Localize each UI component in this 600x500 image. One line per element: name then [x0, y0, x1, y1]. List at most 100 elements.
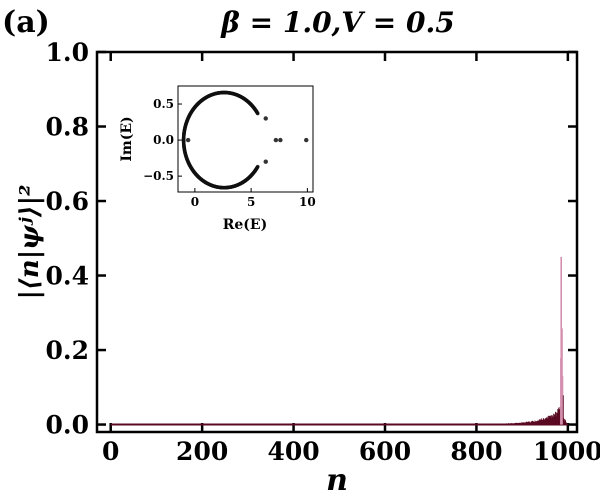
amplitude-bar: [510, 423, 512, 425]
y-tick-label: 0.4: [46, 262, 90, 291]
spectrum-point-isolated: [263, 116, 268, 121]
amplitude-bar: [546, 417, 548, 425]
amplitude-bar: [533, 421, 535, 425]
inset-y-tick-label: −0.5: [143, 169, 174, 183]
amplitude-bar: [547, 418, 549, 425]
amplitude-bar: [537, 419, 539, 425]
amplitude-bar: [541, 419, 543, 425]
amplitude-bar: [533, 422, 535, 425]
amplitude-bar: [545, 417, 547, 425]
inset-x-axis-label: Re(E): [223, 217, 267, 233]
amplitude-bar: [518, 423, 520, 425]
amplitude-bar: [536, 421, 538, 425]
amplitude-bar: [548, 415, 550, 425]
amplitude-bar: [526, 422, 528, 425]
main-y-ticks: 0.0 0.2 0.4 0.6 0.8 1.0: [46, 38, 577, 440]
amplitude-bar: [513, 423, 514, 425]
amplitude-bar: [517, 423, 519, 425]
amplitude-bar: [528, 422, 529, 425]
amplitude-bar: [552, 416, 554, 425]
amplitude-bar: [554, 416, 556, 425]
main-plot-frame: [95, 50, 579, 434]
amplitude-bar: [562, 375, 564, 425]
amplitude-bar: [527, 422, 529, 425]
amplitude-bar: [546, 417, 548, 425]
amplitude-bar: [513, 423, 515, 425]
amplitude-bar: [508, 423, 510, 425]
amplitude-bar: [511, 423, 513, 425]
amplitude-bar: [496, 424, 498, 425]
chart-title: β = 1.0,V = 0.5: [220, 6, 454, 39]
amplitude-bar: [520, 422, 522, 425]
amplitude-bar: [559, 409, 561, 425]
amplitude-bar: [502, 423, 504, 425]
y-tick-label: 1.0: [46, 38, 90, 67]
amplitude-bar: [531, 420, 533, 425]
amplitude-bar: [545, 418, 547, 425]
amplitude-bar: [553, 413, 555, 425]
amplitude-bar: [563, 418, 565, 425]
amplitude-bar: [495, 423, 497, 425]
amplitude-bar: [558, 409, 560, 425]
amplitude-bar: [534, 420, 536, 425]
main-bars: [110, 256, 568, 426]
amplitude-bar: [519, 423, 521, 425]
amplitude-bar: [504, 423, 506, 425]
amplitude-bar: [514, 422, 516, 425]
main-x-ticks: 0 200 400 600 800 1000: [102, 52, 600, 466]
amplitude-peak-bar: [560, 256, 562, 425]
spectrum-point-isolated: [263, 159, 268, 164]
amplitude-bar: [520, 423, 522, 425]
amplitude-bar: [524, 422, 526, 425]
amplitude-bar: [542, 420, 544, 425]
amplitude-bar: [505, 423, 507, 425]
amplitude-bar: [564, 421, 566, 425]
amplitude-bar: [515, 423, 517, 425]
amplitude-bar: [552, 417, 554, 425]
amplitude-bar: [542, 418, 544, 425]
amplitude-bar: [502, 423, 504, 425]
amplitude-bar: [521, 422, 523, 425]
amplitude-bar: [564, 419, 566, 425]
amplitude-bar: [551, 417, 553, 425]
inset-y-tick-label: 0.0: [153, 133, 174, 147]
amplitude-bar: [530, 422, 532, 425]
inset-y-tick-label: 0.5: [153, 97, 174, 111]
spectrum-point-isolated: [278, 137, 283, 143]
amplitude-bar: [538, 421, 540, 425]
amplitude-bar: [497, 423, 498, 425]
amplitude-bar: [532, 420, 534, 425]
amplitude-bar: [511, 423, 513, 425]
amplitude-bar: [523, 422, 524, 425]
amplitude-bar: [562, 395, 564, 425]
amplitude-bar: [500, 423, 502, 425]
amplitude-bar: [555, 412, 557, 425]
amplitude-bar: [563, 418, 565, 425]
amplitude-bar: [523, 422, 525, 425]
amplitude-bar: [544, 420, 545, 425]
amplitude-bar: [541, 419, 543, 425]
main-plot: 0 200 400 600 800 1000 0.0 0.2 0.4 0.6 0.8 1.0 n |…: [15, 38, 600, 498]
spectrum-point-isolated: [273, 137, 279, 143]
amplitude-bar: [549, 415, 551, 425]
amplitude-bar: [539, 419, 541, 425]
amplitude-bar: [512, 423, 514, 425]
amplitude-bar: [525, 421, 527, 425]
amplitude-bar: [495, 424, 497, 425]
amplitude-bar: [500, 423, 502, 425]
y-axis-label: |⟨n|ψʲ⟩|²: [15, 184, 45, 299]
x-tick-label: 0: [102, 437, 119, 466]
amplitude-bar: [557, 409, 559, 425]
amplitude-bar: [516, 422, 518, 425]
amplitude-bar: [496, 424, 497, 425]
amplitude-bar: [535, 421, 537, 425]
amplitude-bar: [501, 423, 503, 425]
amplitude-bar: [554, 414, 556, 425]
amplitude-bar: [515, 422, 517, 425]
amplitude-bar: [536, 421, 538, 425]
amplitude-bar: [548, 418, 550, 425]
amplitude-bar: [555, 412, 557, 425]
amplitude-bar: [556, 416, 558, 425]
amplitude-bar: [507, 423, 509, 425]
